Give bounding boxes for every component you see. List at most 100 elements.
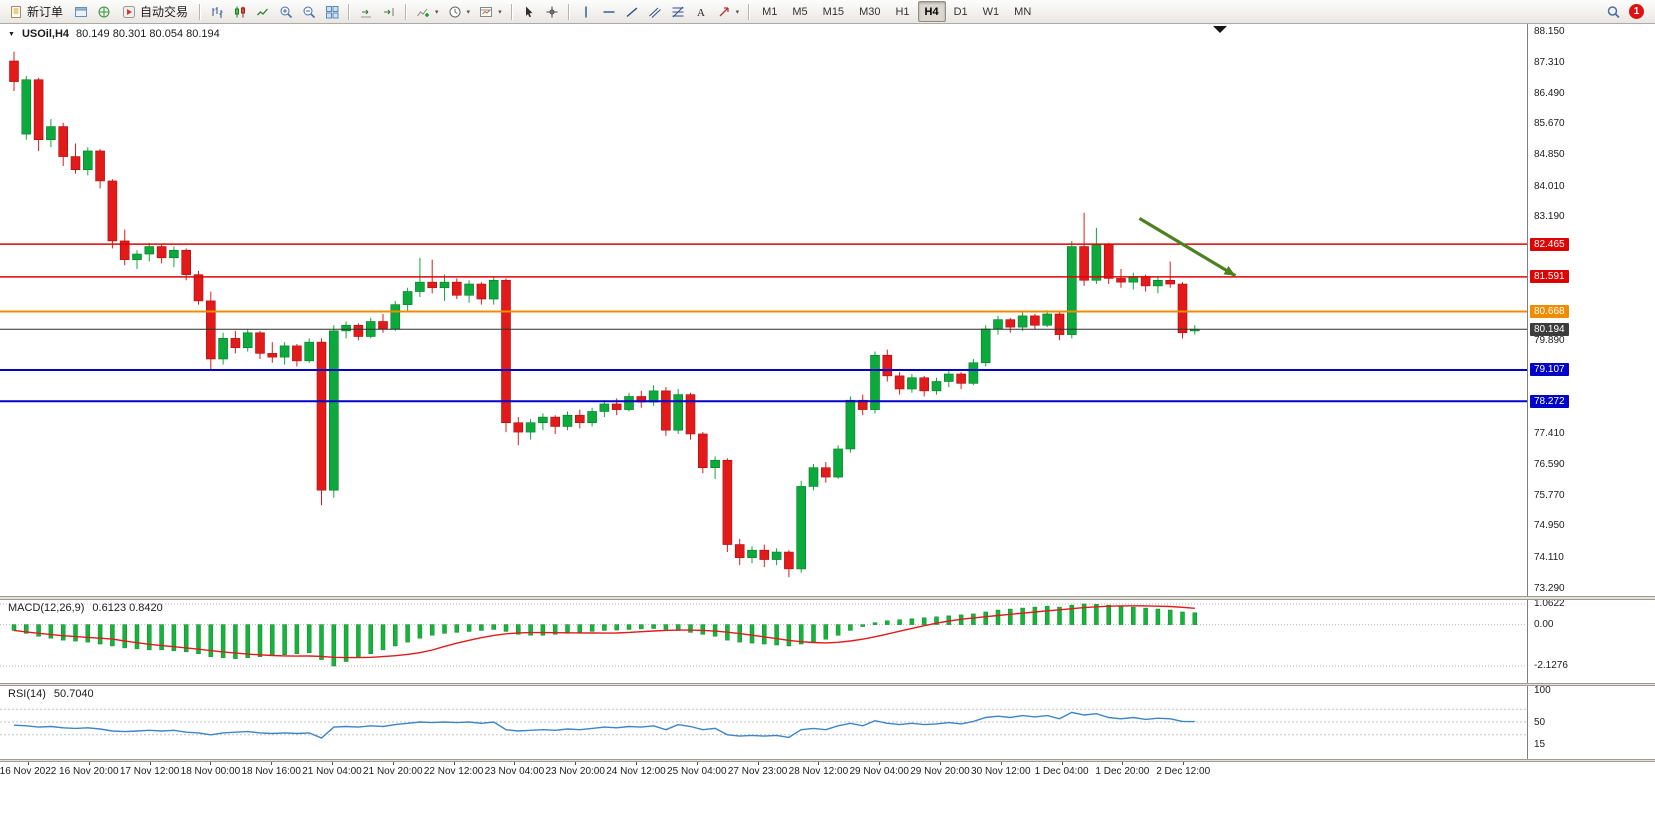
time-axis-label: 18 Nov 00:00 <box>180 766 241 777</box>
timeframe-button-d1[interactable]: D1 <box>953 5 968 18</box>
hline-icon <box>603 10 615 13</box>
crosshair-icon <box>546 6 558 17</box>
timeframe-button-w1[interactable]: W1 <box>982 5 1000 18</box>
time-axis-label: 18 Nov 16:00 <box>241 766 301 777</box>
linechart-icon <box>257 8 269 15</box>
price-axis[interactable]: 88.150 87.310 86.490 85.670 84.850 84.010 83.1… <box>1527 24 1655 762</box>
macd-title: MACD(12,26,9) <box>8 602 85 614</box>
time-tick <box>1061 762 1063 765</box>
periods-button[interactable]: ▾ <box>444 1 475 23</box>
time-axis-label: 16 Nov 20:00 <box>59 766 119 777</box>
auto-scroll-button[interactable] <box>355 1 377 23</box>
time-tick <box>696 762 698 765</box>
price-axis-label: 87.310 <box>1534 56 1565 68</box>
time-tick <box>1183 762 1185 765</box>
time-axis-label: 30 Nov 12:00 <box>971 766 1031 777</box>
vertical-line-button[interactable] <box>575 1 597 23</box>
time-tick <box>392 762 394 765</box>
ohlc-label: 80.149 80.301 80.054 80.194 <box>76 28 220 40</box>
time-tick <box>271 762 273 765</box>
globe-icon <box>98 6 110 17</box>
channel-button[interactable] <box>644 1 666 23</box>
candlestick-mode-button[interactable] <box>229 1 251 23</box>
templates-button[interactable]: ▾ <box>475 1 506 23</box>
price-axis-label: 74.110 <box>1534 551 1564 563</box>
search-button[interactable] <box>1602 1 1624 23</box>
rsi-chart[interactable] <box>0 686 1527 759</box>
indicators-button[interactable]: ▾ <box>412 1 443 23</box>
price-axis-label: 79.890 <box>1534 335 1565 347</box>
rsi-axis-label: 50 <box>1534 716 1546 728</box>
macd-axis-label: 1.0622 <box>1534 598 1565 610</box>
time-tick <box>28 762 29 765</box>
channel-icon <box>648 7 661 18</box>
tile-windows-button[interactable] <box>321 1 343 23</box>
zoomout-icon <box>303 6 316 18</box>
price-level-badge: 80.668 <box>1530 304 1569 318</box>
price-level-badge: 81.591 <box>1530 270 1569 284</box>
bar-chart-mode-button[interactable] <box>206 1 228 23</box>
time-axis-label: 17 Nov 12:00 <box>119 766 180 777</box>
arrows-icon <box>719 6 729 16</box>
timeframe-button-m1[interactable]: M1 <box>762 5 778 18</box>
timeframe-button-h1[interactable]: H1 <box>895 5 910 18</box>
collapse-icon[interactable]: ▼ <box>8 30 15 38</box>
macd-axis-label: -2.1276 <box>1534 660 1568 672</box>
timeframe-button-m30[interactable]: M30 <box>859 5 881 18</box>
autotrading-button[interactable]: 自动交易 <box>116 1 194 23</box>
horizontal-line-button[interactable] <box>598 1 620 23</box>
fibo-icon <box>672 6 684 17</box>
macd-chart[interactable] <box>0 600 1527 683</box>
line-chart-mode-button[interactable] <box>252 1 274 23</box>
bars-icon <box>212 6 223 18</box>
arrows-button[interactable]: ▾ <box>713 1 744 23</box>
macd-header: MACD(12,26,9) 0.6123 0.8420 <box>8 602 163 614</box>
scroll-end-marker-icon[interactable] <box>1213 26 1227 33</box>
price-chart[interactable] <box>0 24 1527 596</box>
search-icon <box>1607 5 1620 18</box>
time-axis-label: 24 Nov 12:00 <box>606 766 666 777</box>
timeframe-button-mn[interactable]: MN <box>1014 5 1032 18</box>
cursor-button[interactable] <box>518 1 540 23</box>
template-icon <box>480 6 493 17</box>
time-tick <box>879 762 881 765</box>
time-tick <box>636 762 637 765</box>
text-button[interactable]: A <box>690 1 712 23</box>
time-axis-label: 29 Nov 04:00 <box>849 766 909 777</box>
price-axis-label: 84.850 <box>1534 149 1565 161</box>
time-axis-label: 1 Dec 04:00 <box>1034 766 1089 777</box>
zoom-out-button[interactable] <box>298 1 320 23</box>
zoom-in-button[interactable] <box>275 1 297 23</box>
panel-divider[interactable] <box>0 759 1655 762</box>
dropdown-arrow-icon: ▾ <box>435 8 439 16</box>
price-axis-label: 73.290 <box>1534 582 1565 594</box>
indicators-icon <box>417 8 430 17</box>
time-axis-label: 2 Dec 12:00 <box>1156 766 1211 777</box>
time-tick <box>453 762 455 765</box>
new-order-button[interactable]: 新订单 <box>3 1 69 23</box>
clock-icon <box>449 6 461 17</box>
notification-badge[interactable]: 1 <box>1629 4 1644 19</box>
fibonacci-button[interactable] <box>667 1 689 23</box>
timeframe-button-m15[interactable]: M15 <box>822 5 845 18</box>
panel-divider[interactable] <box>0 596 1655 600</box>
tile-icon <box>326 5 339 18</box>
chart-shift-button[interactable] <box>378 1 400 23</box>
time-axis-label: 16 Nov 2022 <box>0 766 57 777</box>
timeframe-button-m5[interactable]: M5 <box>792 5 808 18</box>
crosshair-button[interactable] <box>541 1 563 23</box>
time-tick <box>332 762 333 765</box>
community-button[interactable] <box>93 1 115 23</box>
price-axis-label: 88.150 <box>1534 25 1565 37</box>
time-tick <box>210 762 212 765</box>
toolbar-separator <box>405 3 408 20</box>
trendline-button[interactable] <box>621 1 643 23</box>
time-axis[interactable]: 16 Nov 2022 16 Nov 20:00 17 Nov 12:00 18 No… <box>0 762 1527 780</box>
panel-divider[interactable] <box>0 683 1655 686</box>
market-watch-button[interactable] <box>70 1 92 23</box>
price-level-badge: 80.194 <box>1530 322 1569 336</box>
time-tick <box>514 762 516 765</box>
time-axis-label: 21 Nov 04:00 <box>302 766 362 777</box>
timeframe-button-h4[interactable]: H4 <box>917 1 946 22</box>
trend-arrow-annotation[interactable] <box>1138 217 1237 278</box>
